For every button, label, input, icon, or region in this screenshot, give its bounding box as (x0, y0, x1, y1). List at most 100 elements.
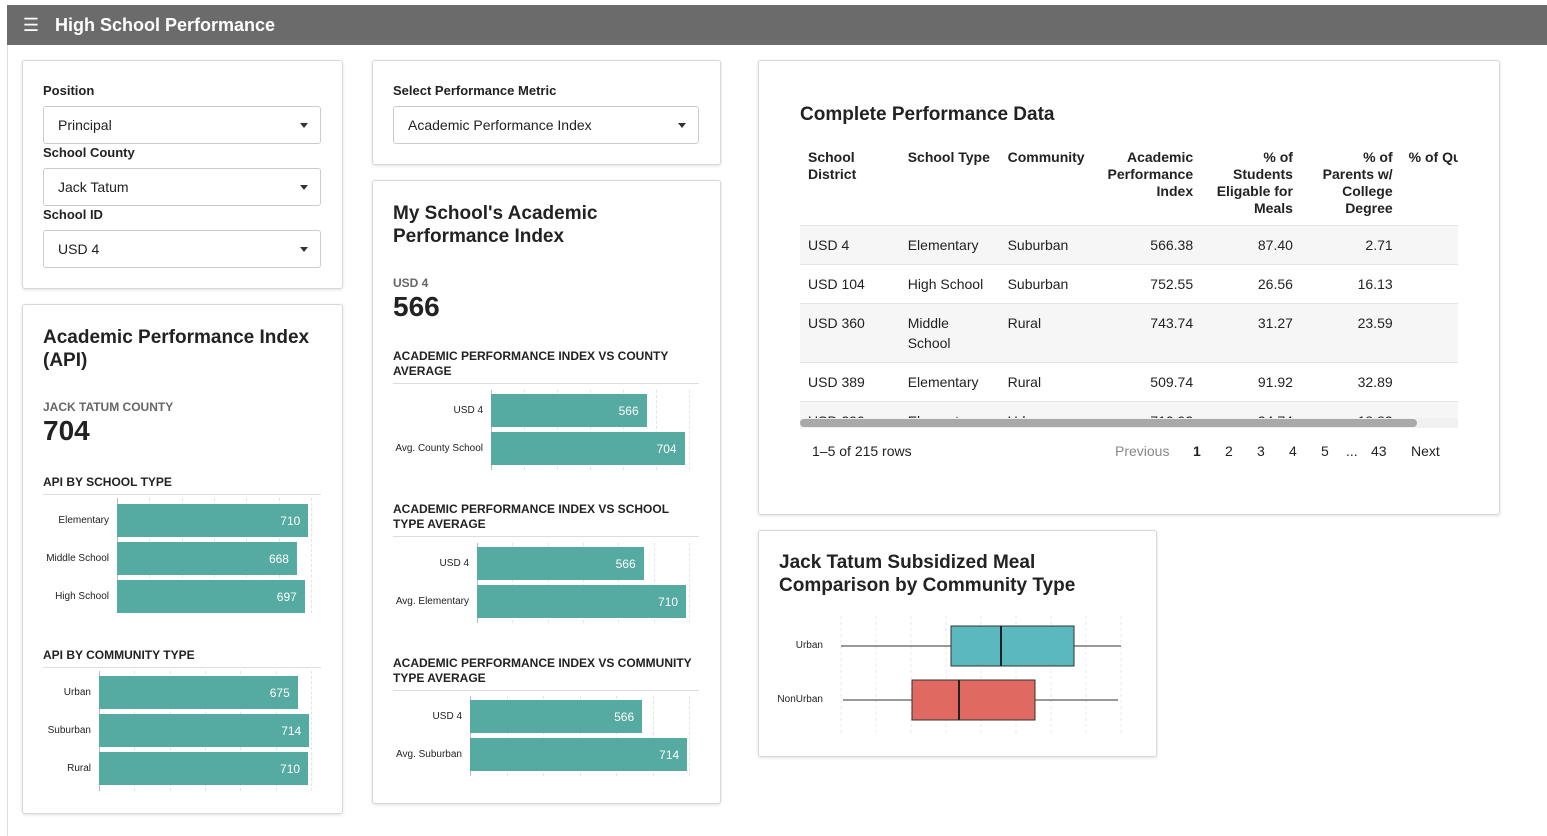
chevron-down-icon (300, 123, 308, 128)
cell-community: Suburban (1007, 237, 1069, 253)
box-nonurban (843, 679, 1118, 721)
table-row[interactable]: USD 389 Elementary Rural 509.74 91.92 32… (800, 362, 1458, 402)
y-axis (491, 390, 492, 470)
county-select[interactable]: Jack Tatum (43, 168, 321, 206)
cell-teachers (1401, 226, 1458, 265)
grid-line (653, 543, 655, 623)
api-by-type-title: API BY SCHOOL TYPE (43, 475, 321, 495)
cell-teachers (1401, 265, 1458, 304)
table-row[interactable]: USD 360 Middle School Rural 743.74 31.27… (800, 303, 1458, 363)
bar-label: Rural (67, 762, 91, 774)
county-value: Jack Tatum (58, 179, 129, 195)
grid-line (311, 671, 312, 791)
table-viewport: School District School Type Community Ac… (800, 145, 1458, 427)
bar-label: Suburban (47, 724, 91, 736)
table-row[interactable]: USD 4 Elementary Suburban 566.38 87.40 2… (800, 225, 1458, 265)
school-id-select[interactable]: USD 4 (43, 230, 321, 268)
vs-community-chart: USD 4 566 Avg. Suburban 714 (393, 696, 699, 776)
pagination-page-43[interactable]: 43 (1371, 443, 1387, 459)
col-header-meals[interactable]: % of Students Eligable for Meals (1216, 149, 1293, 216)
pagination-previous[interactable]: Previous (1115, 443, 1170, 459)
chevron-down-icon (300, 185, 308, 190)
app-title: High School Performance (55, 14, 276, 35)
api-by-school-type-chart: Elementary 710 Middle School 668 High School… (43, 498, 321, 613)
grid-line (524, 390, 525, 470)
cell-api: 566.38 (1150, 237, 1194, 253)
hamburger-icon[interactable]: ☰ (22, 14, 40, 35)
position-select[interactable]: Principal (43, 106, 321, 144)
filters-card: Position Principal School County Jack Ta… (22, 60, 343, 289)
vs-community-title: ACADEMIC PERFORMANCE INDEX VS COMMUNITY … (393, 656, 699, 691)
grid-line (311, 498, 312, 613)
col-header-community[interactable]: Community (1007, 149, 1085, 165)
pagination-page-2[interactable]: 2 (1225, 443, 1233, 459)
grid-line (656, 390, 657, 470)
bar-label: Elementary (58, 514, 109, 526)
performance-table-card: Complete Performance Data School Distric… (758, 60, 1500, 515)
pagination-page-3[interactable]: 3 (1257, 443, 1265, 459)
pagination-page-4[interactable]: 4 (1289, 443, 1297, 459)
cell-college: 16.13 (1357, 276, 1393, 292)
bar-value: 710 (280, 513, 301, 528)
grid-line (583, 543, 584, 623)
col-header-college[interactable]: % of Parents w/ College Degree (1322, 149, 1393, 216)
bar-value: 714 (281, 723, 302, 738)
bar: 566 (477, 547, 644, 580)
bar: 668 (117, 542, 297, 575)
col-header-teachers[interactable]: % of Qua... Tea... (1408, 149, 1458, 165)
school-id-label: School ID (43, 207, 103, 222)
cell-meals: 31.27 (1257, 315, 1293, 331)
grid-line (616, 696, 617, 776)
horizontal-scrollbar-thumb[interactable] (800, 419, 1417, 427)
bar: 710 (477, 585, 687, 618)
performance-table: School District School Type Community Ac… (800, 145, 1458, 427)
bar: 704 (491, 432, 685, 465)
bar-value: 697 (276, 589, 297, 604)
grid-line (618, 543, 620, 623)
pagination-next[interactable]: Next (1411, 443, 1440, 459)
metric-label: Select Performance Metric (393, 83, 557, 98)
bar-value: 566 (614, 709, 635, 724)
table-row[interactable]: USD 104 High School Suburban 752.55 26.5… (800, 264, 1458, 304)
pagination-page-1[interactable]: 1 (1193, 443, 1201, 459)
cell-community: Suburban (1007, 276, 1069, 292)
boxplot-label-nonurban: NonUrban (777, 694, 823, 705)
api-card: Academic Performance Index (API) JACK TA… (22, 304, 343, 814)
metric-card: Select Performance Metric Academic Perfo… (372, 60, 721, 165)
col-header-type[interactable]: School Type (907, 149, 990, 165)
cell-teachers (1401, 304, 1458, 363)
position-label: Position (43, 83, 95, 98)
metric-select[interactable]: Academic Performance Index (393, 106, 699, 144)
cell-api: 509.74 (1150, 374, 1194, 390)
row-info: 1–5 of 215 rows (812, 443, 912, 459)
cell-type: Elementary (907, 237, 979, 253)
cell-type: High School (907, 276, 984, 292)
bar-label: USD 4 (439, 557, 469, 569)
grid-line (689, 543, 690, 623)
boxplot-chart (840, 616, 1122, 736)
cell-type: Elementary (907, 374, 979, 390)
cell-district: USD 4 (808, 237, 850, 253)
col-header-district[interactable]: School District (808, 149, 857, 182)
cell-meals: 87.40 (1257, 237, 1293, 253)
cell-api: 752.55 (1150, 276, 1194, 292)
api-by-community-chart: Urban 675 Suburban 714 Rural 710 (43, 671, 321, 791)
my-school-title: My School's Academic Performance Index (393, 203, 598, 247)
grid-line (652, 696, 654, 776)
horizontal-scrollbar-track[interactable] (800, 418, 1458, 428)
cell-district: USD 389 (808, 374, 865, 390)
pagination-page-5[interactable]: 5 (1321, 443, 1329, 459)
bar: 710 (99, 752, 309, 785)
cell-community: Rural (1007, 315, 1042, 331)
bar-value: 714 (659, 747, 680, 762)
grid-line (512, 543, 514, 623)
bar-label: High School (55, 590, 109, 602)
box-urban (841, 625, 1121, 667)
pagination-ellipsis: ... (1346, 443, 1358, 459)
bar: 714 (99, 714, 310, 747)
vs-type-chart: USD 4 566 Avg. Elementary 710 (393, 543, 699, 623)
grid-line (689, 696, 690, 776)
boxplot-label-urban: Urban (795, 640, 823, 651)
bar-label: Urban (63, 686, 91, 698)
col-header-api[interactable]: Academic Performance Index (1107, 149, 1194, 199)
